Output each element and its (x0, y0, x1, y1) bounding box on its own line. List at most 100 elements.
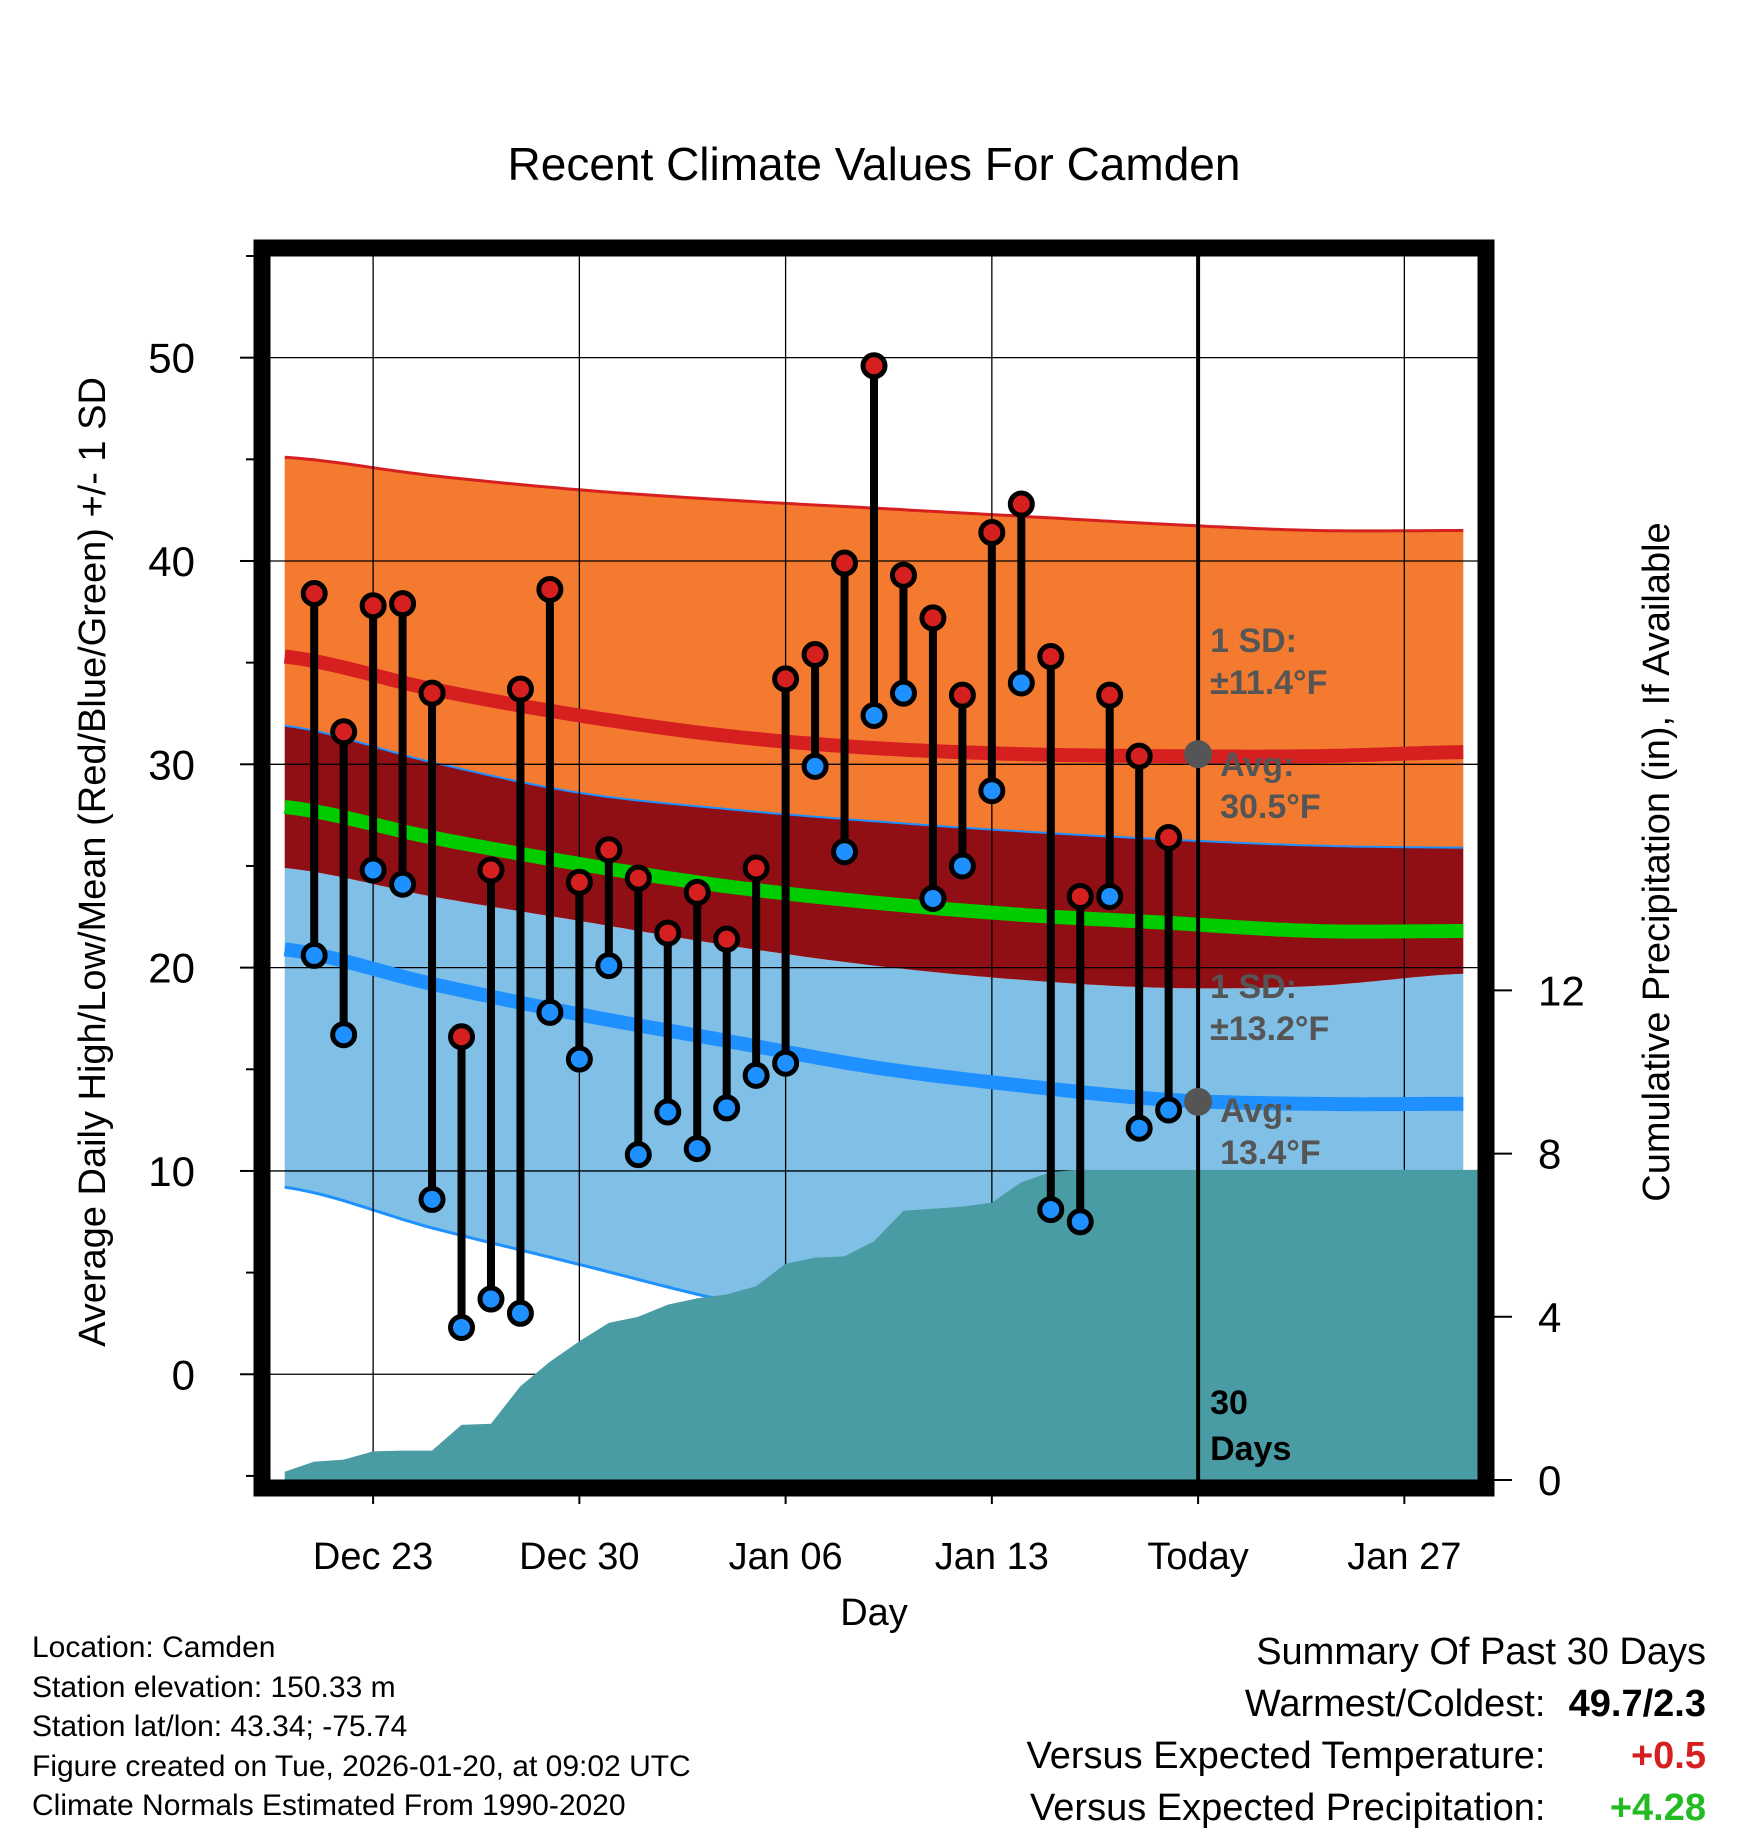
high-point (772, 665, 800, 693)
latlon-text: Station lat/lon: 43.34; -75.74 (32, 1710, 408, 1743)
low-avg-annotation: Avg: 13.4°F (1220, 1092, 1321, 1172)
chart-title: Recent Climate Values For Camden (508, 138, 1241, 190)
high-point (654, 919, 682, 947)
low-point (889, 679, 917, 707)
low-point (624, 1141, 652, 1169)
summary-panel: Summary Of Past 30 Days Warmest/Coldest:… (1027, 1626, 1706, 1834)
y-tick-label-left: 20 (148, 945, 195, 992)
low-point (654, 1098, 682, 1126)
high-point (359, 592, 387, 620)
summary-title: Summary Of Past 30 Days (1256, 1631, 1706, 1673)
normal-low-line (283, 942, 1464, 1112)
high-point (1037, 643, 1065, 671)
low-point (1125, 1114, 1153, 1142)
low-point (506, 1299, 534, 1327)
high-point (801, 641, 829, 669)
high-point (1096, 681, 1124, 709)
x-axis-label: Day (840, 1592, 908, 1634)
high-point (595, 836, 623, 864)
high-point (1066, 882, 1094, 910)
normal-high-line (283, 649, 1464, 764)
x-tick-label: Dec 30 (519, 1536, 639, 1578)
x-tick-label: Today (1147, 1536, 1248, 1578)
low-point (330, 1021, 358, 1049)
high-avg-annotation-line: Avg: (1220, 746, 1294, 784)
high-point (1007, 490, 1035, 518)
high-sd-annotation-line: ±11.4°F (1210, 664, 1327, 702)
high-point (978, 519, 1006, 547)
low-point (300, 941, 328, 969)
high-point (860, 352, 888, 380)
low-point (389, 870, 417, 898)
high-point (948, 681, 976, 709)
normals-text: Climate Normals Estimated From 1990-2020 (32, 1789, 626, 1822)
temp-label: Versus Expected Temperature: (1026, 1735, 1546, 1777)
station-info: Location: Camden Station elevation: 150.… (32, 1628, 691, 1826)
low-point (477, 1285, 505, 1313)
high-point (683, 878, 711, 906)
low-point (536, 998, 564, 1026)
high-point (506, 675, 534, 703)
days-annotation-line: Days (1210, 1430, 1291, 1468)
plot-frame (253, 239, 1495, 1497)
summary-precip-row: Versus Expected Precipitation: +4.28 (1027, 1782, 1706, 1834)
low-avg-annotation-line: Avg: (1220, 1092, 1294, 1130)
precip-area (284, 1169, 1478, 1480)
low-point (1037, 1196, 1065, 1224)
low-avg-annotation-line: 13.4°F (1220, 1134, 1321, 1172)
low-sd-annotation-line: 1 SD: (1210, 968, 1297, 1006)
low-point (713, 1094, 741, 1122)
x-tick-label: Dec 23 (313, 1536, 433, 1578)
low-sd-annotation: 1 SD: ±13.2°F (1210, 968, 1329, 1048)
low-sd-annotation-line: ±13.2°F (1210, 1010, 1329, 1048)
high-point (330, 718, 358, 746)
high-point (1125, 742, 1153, 770)
low-point (448, 1314, 476, 1342)
low-point (418, 1185, 446, 1213)
y-tick-label-left: 40 (148, 538, 195, 585)
high-sd-annotation: 1 SD: ±11.4°F (1210, 622, 1327, 702)
x-tick-label: Jan 27 (1347, 1536, 1461, 1578)
low-point (1096, 882, 1124, 910)
high-avg-annotation-line: 30.5°F (1220, 788, 1321, 826)
y-axis-label-left: Average Daily High/Low/Mean (Red/Blue/Gr… (72, 377, 114, 1347)
y-tick-label-right: 8 (1538, 1131, 1561, 1178)
y-tick-label-left: 50 (148, 335, 195, 382)
low-point (1066, 1208, 1094, 1236)
high-point (831, 549, 859, 577)
high-avg-dot (1184, 740, 1213, 769)
high-point (713, 925, 741, 953)
high-point (389, 590, 417, 618)
high-sd-annotation-line: 1 SD: (1210, 622, 1297, 660)
low-point (595, 952, 623, 980)
low-point (831, 838, 859, 866)
high-point (448, 1023, 476, 1051)
y-tick-label-right: 4 (1538, 1294, 1561, 1341)
precip-label: Versus Expected Precipitation: (1030, 1787, 1546, 1829)
high-point (418, 679, 446, 707)
precip-value: +4.28 (1609, 1787, 1706, 1829)
high-point (1155, 824, 1183, 852)
low-point (359, 856, 387, 884)
y-tick-label-right: 12 (1538, 967, 1585, 1014)
high-point (536, 575, 564, 603)
location-text: Location: Camden (32, 1631, 276, 1664)
low-point (978, 777, 1006, 805)
created-text: Figure created on Tue, 2026-01-20, at 09… (32, 1749, 691, 1783)
high-point (477, 856, 505, 884)
elevation-text: Station elevation: 150.33 m (32, 1670, 396, 1704)
y-axis-label-right: Cumulative Precipitation (in), If Availa… (1636, 522, 1678, 1201)
high-point (300, 580, 328, 608)
temp-value: +0.5 (1630, 1735, 1706, 1777)
normal-mean-line (283, 800, 1464, 939)
low-point (565, 1045, 593, 1073)
high-point (624, 864, 652, 892)
x-tick-label: Jan 06 (729, 1536, 843, 1578)
low-point (860, 702, 888, 730)
y-tick-label-left: 0 (172, 1351, 195, 1398)
high-point (919, 604, 947, 632)
low-point (948, 852, 976, 880)
low-avg-dot (1184, 1087, 1213, 1116)
y-tick-label-left: 30 (148, 741, 195, 788)
